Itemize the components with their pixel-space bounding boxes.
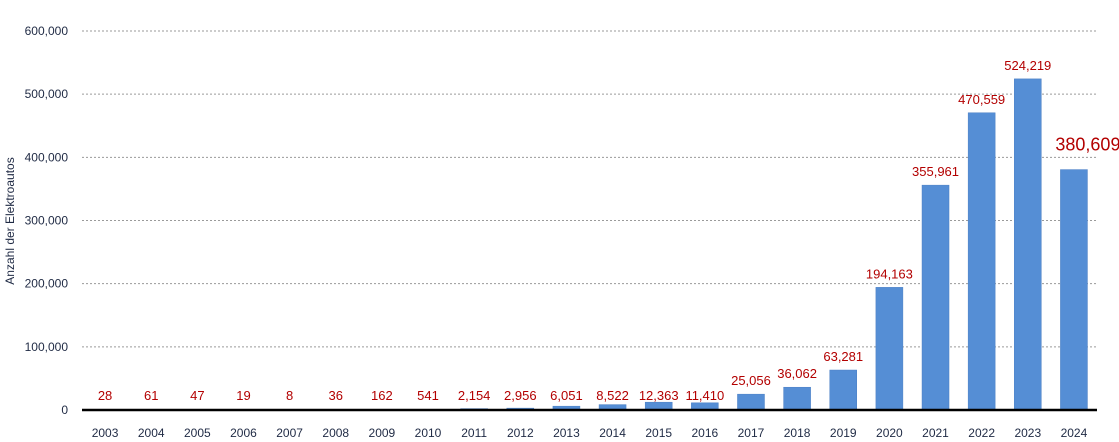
y-tick-label: 500,000 [25,87,69,101]
x-tick-label-2003: 2003 [92,426,119,440]
data-label-2008: 36 [329,388,343,403]
x-tick-label-2006: 2006 [230,426,257,440]
x-tick-label-2021: 2021 [922,426,949,440]
x-tick-label-2009: 2009 [369,426,396,440]
y-tick-label: 200,000 [25,277,69,291]
data-label-2011: 2,154 [458,388,491,403]
data-label-2014: 8,522 [596,388,629,403]
x-tick-label-2012: 2012 [507,426,534,440]
data-label-2017: 25,056 [731,373,771,388]
data-label-2006: 19 [236,388,250,403]
y-tick-label: 600,000 [25,24,69,38]
data-label-2004: 61 [144,388,158,403]
x-tick-layer: 2003 2004 2005 2006 2007 2008 2009 2010 2011 2012… [92,426,1088,440]
y-axis-label: Anzahl der Elektroautos [3,157,17,284]
bar-layer [91,78,1088,411]
y-tick-layer: 0 100,000 200,000 300,000 400,000 500,000 600,… [25,24,69,417]
data-label-2010: 541 [417,388,439,403]
data-label-2023: 524,219 [1004,58,1051,73]
x-tick-label-2011: 2011 [461,426,487,440]
data-label-2016: 11,410 [685,388,724,403]
data-label-2015: 12,363 [639,388,679,403]
bar-2023 [1014,78,1042,411]
y-tick-label: 100,000 [25,340,69,354]
x-tick-label-2020: 2020 [876,426,903,440]
data-label-2009: 162 [371,388,393,403]
x-tick-label-2013: 2013 [553,426,580,440]
bar-2017 [737,393,765,411]
x-tick-label-2014: 2014 [599,426,626,440]
data-label-2018: 36,062 [777,366,817,381]
data-label-2019: 63,281 [823,349,863,364]
bar-2024 [1060,169,1088,411]
data-label-2020: 194,163 [866,266,913,281]
data-label-2005: 47 [190,388,204,403]
x-tick-label-2004: 2004 [138,426,165,440]
data-label-2007: 8 [286,388,293,403]
x-tick-label-2019: 2019 [830,426,857,440]
data-label-2003: 28 [98,388,112,403]
y-tick-label: 300,000 [25,214,69,228]
y-tick-label: 400,000 [25,150,69,164]
data-label-2022: 470,559 [958,92,1005,107]
x-tick-label-2024: 2024 [1061,426,1088,440]
data-label-2013: 6,051 [550,388,583,403]
y-tick-label: 0 [61,403,68,417]
x-tick-label-2005: 2005 [184,426,211,440]
x-tick-label-2008: 2008 [322,426,349,440]
x-tick-label-2022: 2022 [968,426,995,440]
bar-2018 [783,386,811,411]
x-tick-label-2016: 2016 [691,426,718,440]
data-label-2024: 380,609 [1055,135,1119,155]
x-tick-label-2007: 2007 [276,426,303,440]
x-tick-label-2023: 2023 [1014,426,1041,440]
x-tick-label-2017: 2017 [738,426,765,440]
bar-2020 [875,287,904,411]
x-tick-label-2015: 2015 [645,426,672,440]
bar-2019 [829,369,857,411]
x-tick-label-2018: 2018 [784,426,811,440]
data-label-layer: 28 61 47 19 8 36 162 541 2,154 2,956 6,051 8,522 12,… [98,58,1119,403]
data-label-2012: 2,956 [504,388,537,403]
bar-2021 [921,184,950,411]
data-label-2021: 355,961 [912,164,959,179]
bar-2022 [967,112,996,411]
x-tick-label-2010: 2010 [415,426,442,440]
